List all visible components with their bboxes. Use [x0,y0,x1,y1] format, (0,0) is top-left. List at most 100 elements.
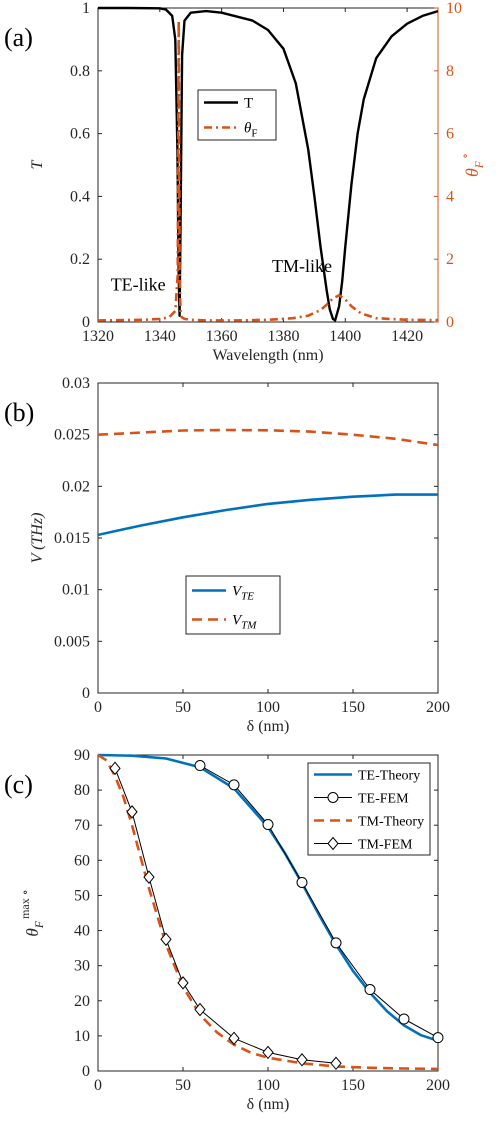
x-tick-label: 0 [94,699,102,716]
legend-label: TM-Theory [358,815,424,830]
data-point-TE-FEM [398,1013,410,1025]
data-point-TM-FEM [109,761,121,776]
legend-box [185,575,281,635]
y2-tick-label: 6 [446,126,454,143]
x-axis-label: δ (nm) [247,718,290,735]
y-tick-label: 0 [82,685,90,702]
legend-label-main: T [244,96,253,112]
panel-label: (c) [4,770,33,799]
data-point-TM-FEM [262,1045,274,1060]
y-tick-label: 0.6 [70,126,90,143]
legend: TE-Theory TE-FEM TM-Theory TM-FEM [307,762,431,856]
y-axis-label: θFmax ∘ [18,889,46,936]
y-tick-label: 30 [74,958,90,975]
legend-label: T [244,96,253,112]
data-point-TM-FEM [143,870,155,884]
y-tick-label: 90 [74,747,90,764]
x-tick-label: 50 [175,1077,191,1094]
x-tick-label: 1320 [82,328,114,345]
y-tick-label: 0 [82,1063,90,1080]
series-line-TM-Theory [98,753,438,1071]
y-axis-label: V (THz) [29,513,46,564]
y-tick-label: 0.8 [70,63,90,80]
legend-label: θF [244,121,258,140]
x-tick-label: 1420 [391,328,423,345]
y-tick-label: 70 [74,817,90,834]
y-axis-label-sub: F [32,920,46,929]
x-tick-label: 1340 [144,328,176,345]
y-tick-label: 60 [74,852,90,869]
legend-marker [327,836,339,851]
data-point-TM-FEM [126,805,138,819]
series-line-T [98,6,438,322]
series-line-TE-FEM [199,765,438,1039]
legend-label: TE-FEM [358,792,409,807]
data-point-TE-FEM [330,937,342,949]
series-line-TE-Theory [98,753,438,1043]
y-tick-label: 0.005 [54,633,90,650]
x-axis-label: Wavelength (nm) [212,347,323,364]
annotation: TM-like [272,256,332,276]
plot-area [98,428,438,537]
y2-tick-label: 2 [446,251,454,268]
data-point-TE-FEM [296,876,308,888]
x-tick-label: 1400 [329,328,361,345]
x-tick-label: 0 [94,1077,102,1094]
legend-label-main: TM-Theory [358,815,424,830]
plot-area [98,6,438,322]
y-axis-label: T [29,159,46,169]
data-point-TE-FEM [194,760,206,772]
legend-label-sub: TM [241,620,257,632]
y-tick-label: 0.01 [62,582,90,599]
x-tick-label: 200 [426,699,450,716]
y-axis-label-main: θ [23,928,42,936]
legend-label: TM-FEM [358,838,413,853]
legend-label: VTM [232,613,257,632]
y-tick-label: 0.4 [70,188,90,205]
data-point-TE-FEM [364,984,376,996]
y-tick-label: 0.015 [54,530,90,547]
y2-tick-label: 4 [446,188,454,205]
plot-area [98,753,438,1071]
legend-marker [327,792,339,803]
y-tick-label: 1 [82,0,90,17]
legend-label-main: TE-FEM [358,792,409,807]
legend-label-sub: TE [241,591,254,603]
data-point-TE-FEM [262,819,274,831]
legend: TθF [197,89,277,141]
series-line-θF [98,19,438,322]
legend-box [197,89,277,141]
x-tick-label: 100 [256,699,280,716]
x-axis-label: δ (nm) [247,1096,290,1113]
series-line-VTM [98,428,438,447]
y2-axis-label: θF∘ [458,153,486,177]
y-tick-label: 40 [74,923,90,940]
x-tick-label: 200 [426,1077,450,1094]
y-tick-label: 0.03 [62,375,90,392]
y2-axis-label-sub: F [472,160,486,169]
data-point-TE-FEM [228,779,240,791]
legend-label-main: V [232,613,243,629]
legend-label: TE-Theory [358,769,420,784]
y-tick-label: 80 [74,782,90,799]
series-line-TM-FEM [114,768,337,1064]
x-tick-label: 50 [175,699,191,716]
x-tick-label: 150 [341,1077,365,1094]
annotation: TE-like [111,275,166,295]
legend-label: VTE [232,584,254,603]
y2-axis-label-sup: ∘ [458,153,472,159]
y-tick-label: 20 [74,993,90,1010]
y-tick-label: 0.02 [62,478,90,495]
y2-axis-label-main: θ [462,168,482,177]
legend-label-main: TM-FEM [358,838,413,853]
y-tick-label: 10 [74,1028,90,1045]
panel-label: (a) [4,23,33,52]
x-tick-label: 1360 [206,328,238,345]
legend-label-sub: F [251,128,257,140]
legend-box [307,762,431,856]
x-tick-label: 100 [256,1077,280,1094]
axes-box [97,382,439,694]
x-tick-label: 150 [341,699,365,716]
data-point-TM-FEM [228,1031,240,1046]
data-point-TM-FEM [330,1056,342,1071]
